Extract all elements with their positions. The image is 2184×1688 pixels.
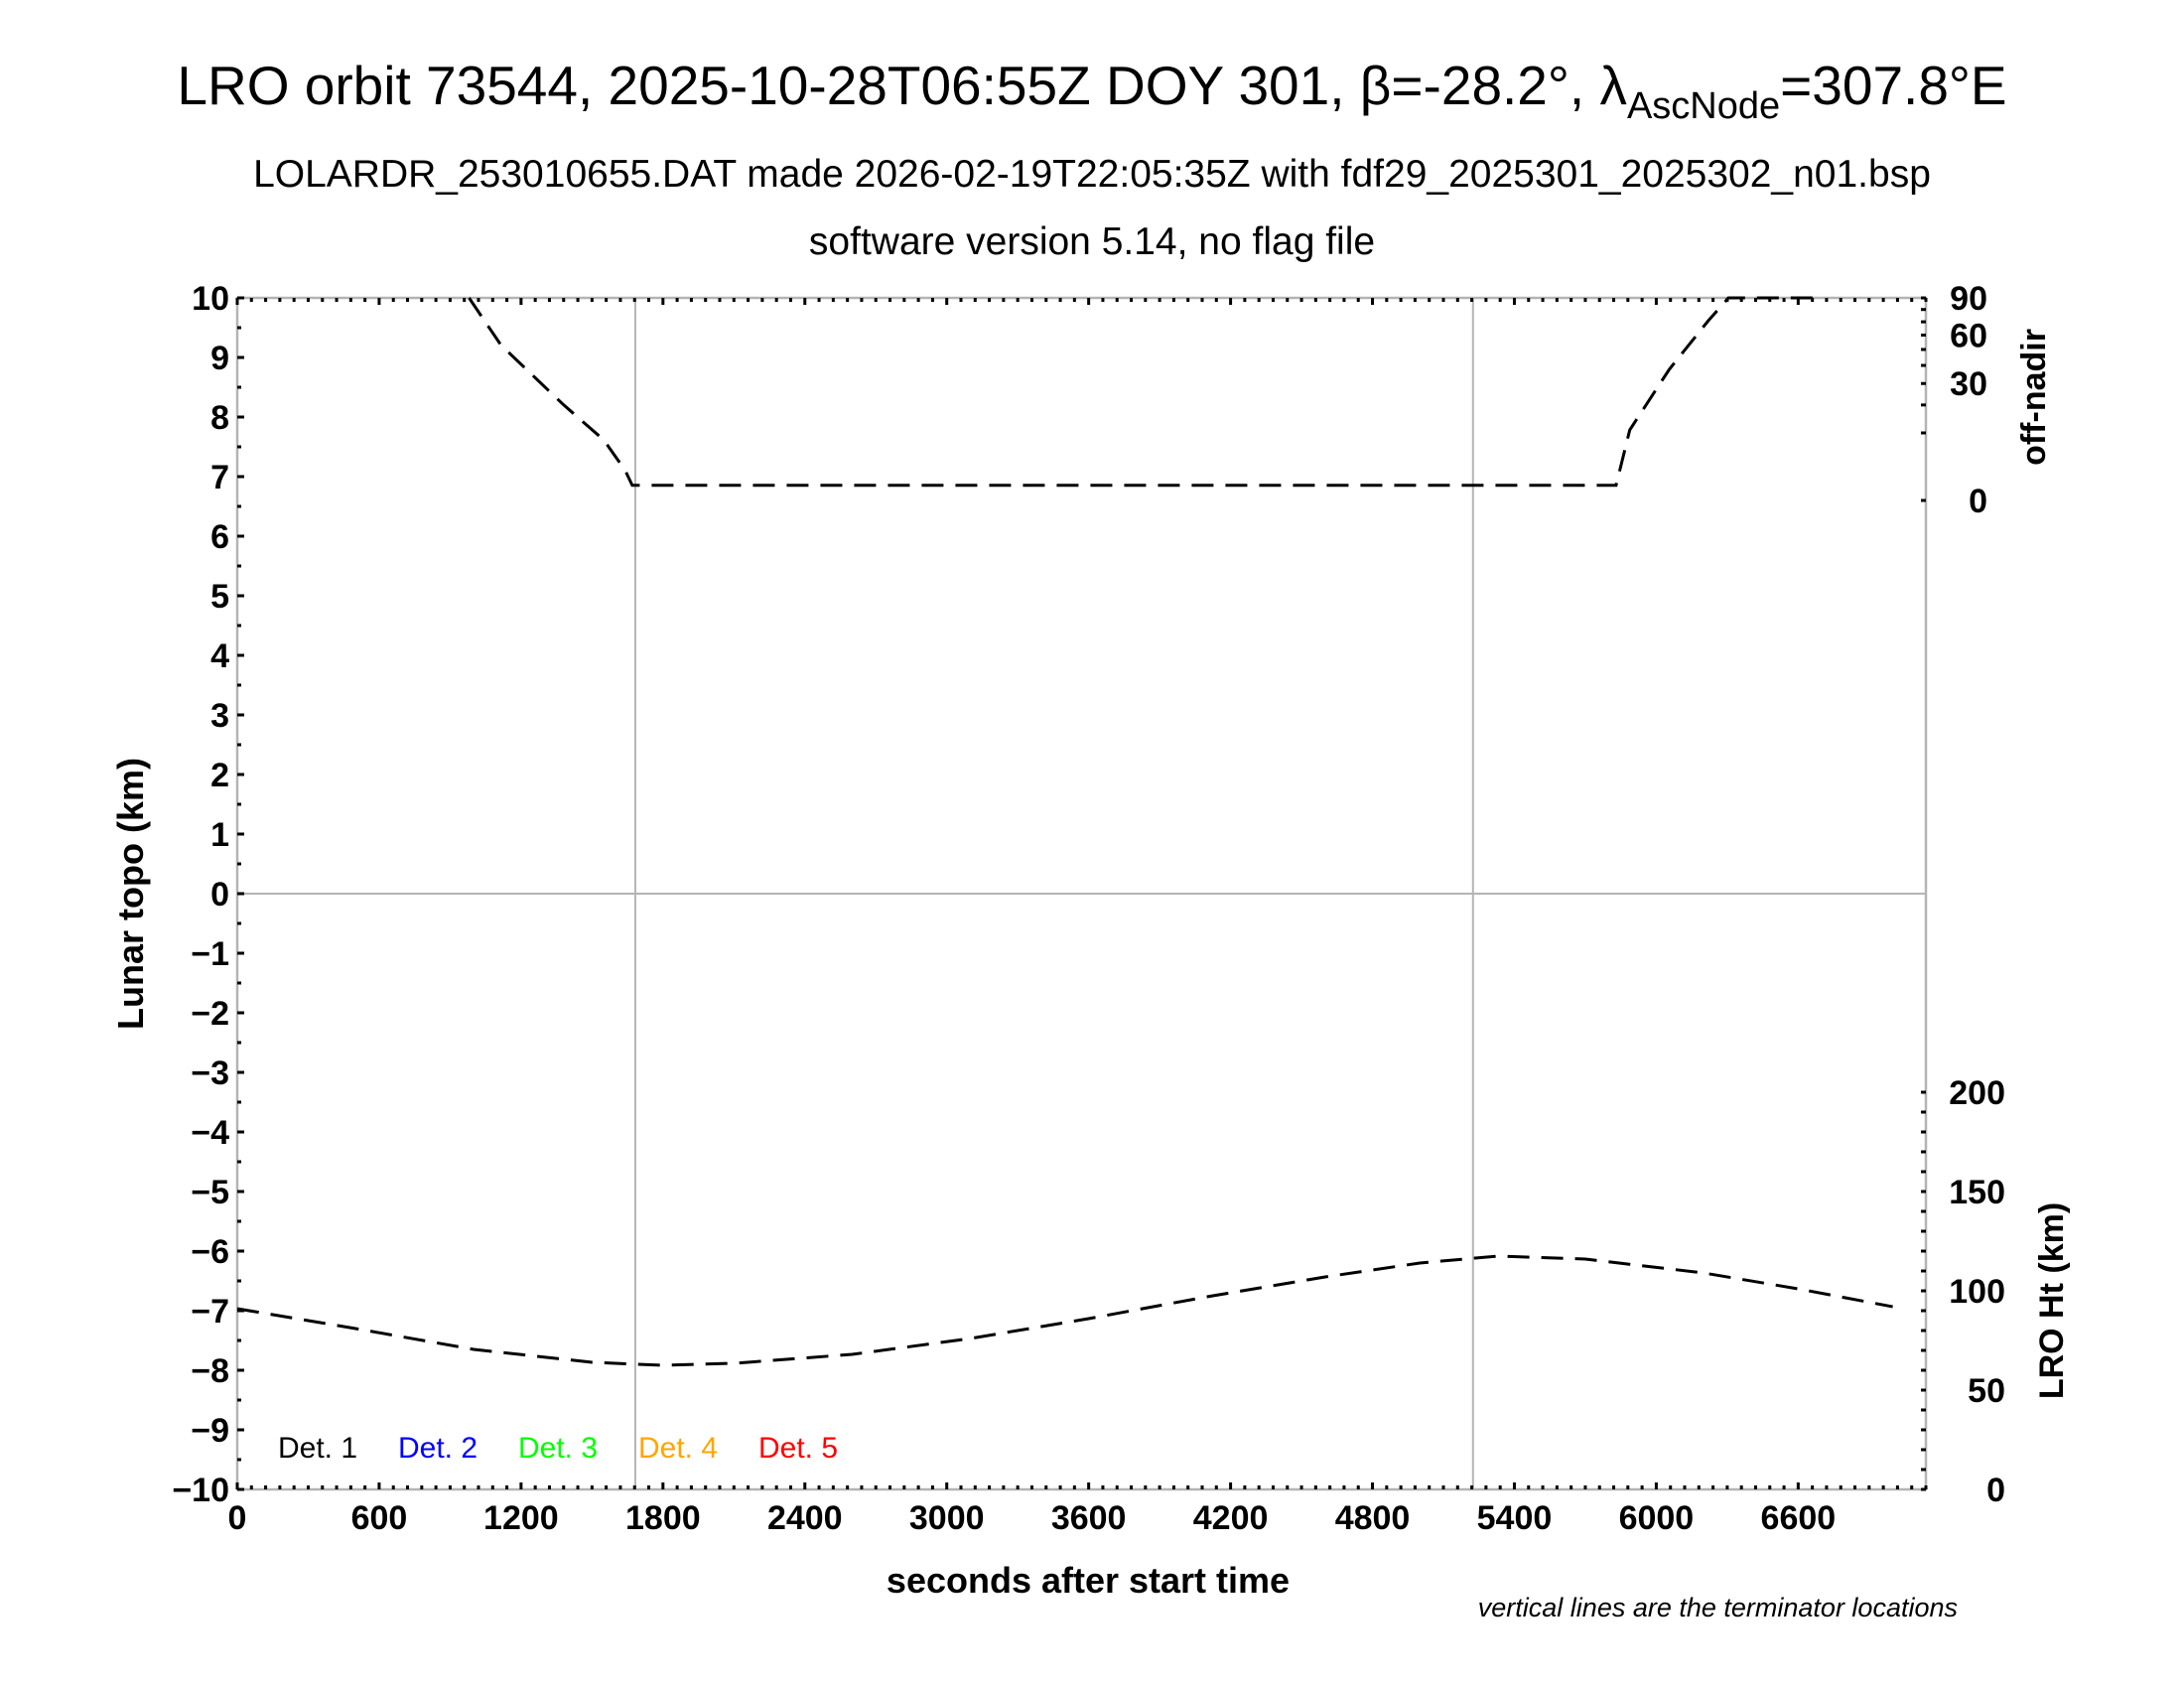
x-tick-label: 2400 [767, 1499, 843, 1537]
x-tick-label: 6000 [1619, 1499, 1695, 1537]
legend-item-det-1: Det. 1 [278, 1432, 357, 1465]
legend-item-det-4: Det. 4 [638, 1432, 718, 1465]
x-tick-label: 600 [351, 1499, 408, 1537]
terminator-note: vertical lines are the terminator locati… [1478, 1593, 1958, 1622]
legend-item-det-5: Det. 5 [758, 1432, 838, 1465]
y-tick-label: −7 [191, 1293, 229, 1331]
off-nadir-line [468, 296, 1815, 488]
y-tick-label: −9 [191, 1412, 229, 1450]
legend-item-det-2: Det. 2 [398, 1432, 478, 1465]
grid [237, 298, 1926, 1489]
legend: Det. 1 Det. 2 Det. 3 Det. 4 Det. 5 [278, 1432, 838, 1465]
chart-title-main: LRO orbit 73544, 2025-10-28T06:55Z DOY 3… [177, 55, 1627, 116]
ht-tick-label: 50 [1968, 1372, 2005, 1410]
off-nadir-tick-label: 90 [1950, 280, 1987, 318]
y-tick-label: 6 [210, 518, 229, 556]
x-tick-label: 0 [228, 1499, 247, 1537]
y-tick-label: 7 [210, 459, 229, 496]
ht-tick-label: 100 [1949, 1273, 2005, 1311]
y-tick-label: −6 [191, 1233, 229, 1271]
ht-tick-label: 150 [1949, 1174, 2005, 1211]
ht-tick-label: 200 [1949, 1074, 2005, 1112]
y2-axis-label-off-nadir: off-nadir [2015, 329, 2053, 466]
x-axis-label: seconds after start time [887, 1560, 1290, 1601]
chart-title-subscript: AscNode [1627, 85, 1780, 127]
y-tick-label: 3 [210, 697, 229, 735]
y2-axis-label-lro-ht: LRO Ht (km) [2033, 1202, 2071, 1399]
chart-subtitle: LOLARDR_253010655.DAT made 2026-02-19T22… [253, 153, 1931, 196]
off-nadir-tick-label: 60 [1950, 317, 1987, 354]
series [236, 296, 1893, 1367]
y-tick-label: 8 [210, 399, 229, 437]
off-nadir-tick-label: 0 [1969, 483, 1987, 520]
y-tick-label: −3 [191, 1055, 229, 1092]
y-axis-label: Lunar topo (km) [110, 758, 151, 1030]
x-tick-label: 5400 [1477, 1499, 1553, 1537]
y-tick-label: −8 [191, 1352, 229, 1390]
y-tick-label: 9 [210, 340, 229, 377]
y-tick-label: −5 [191, 1174, 229, 1211]
ht-tick-label: 0 [1986, 1472, 2005, 1509]
y-tick-label: 2 [210, 757, 229, 794]
x-tick-label: 1200 [483, 1499, 559, 1537]
y-tick-label: 5 [210, 578, 229, 616]
y-tick-label: 10 [192, 280, 229, 318]
y-tick-label: 0 [210, 876, 229, 914]
y-tick-label: −2 [191, 995, 229, 1033]
axes: 0 600 1200 1800 2400 3000 3600 4200 4800 5400 6000… [172, 280, 2005, 1537]
x-tick-label: 4200 [1193, 1499, 1269, 1537]
x-tick-label: 6600 [1761, 1499, 1837, 1537]
y-tick-label: −4 [191, 1114, 229, 1152]
off-nadir-tick-label: 30 [1950, 365, 1987, 403]
chart-title: LRO orbit 73544, 2025-10-28T06:55Z DOY 3… [177, 55, 2006, 127]
x-tick-label: 4800 [1335, 1499, 1411, 1537]
chart-subtitle-2: software version 5.14, no flag file [809, 220, 1375, 263]
x-tick-label: 1800 [625, 1499, 701, 1537]
x-tick-label: 3000 [909, 1499, 985, 1537]
lro-height-line [236, 1254, 1893, 1367]
legend-item-det-3: Det. 3 [518, 1432, 598, 1465]
y-tick-label: 1 [210, 816, 229, 854]
chart-title-tail: =307.8°E [1780, 55, 2006, 116]
x-tick-label: 3600 [1051, 1499, 1127, 1537]
y-tick-label: −10 [172, 1472, 229, 1509]
y-tick-label: 4 [210, 637, 229, 675]
y-tick-label: −1 [191, 935, 229, 973]
